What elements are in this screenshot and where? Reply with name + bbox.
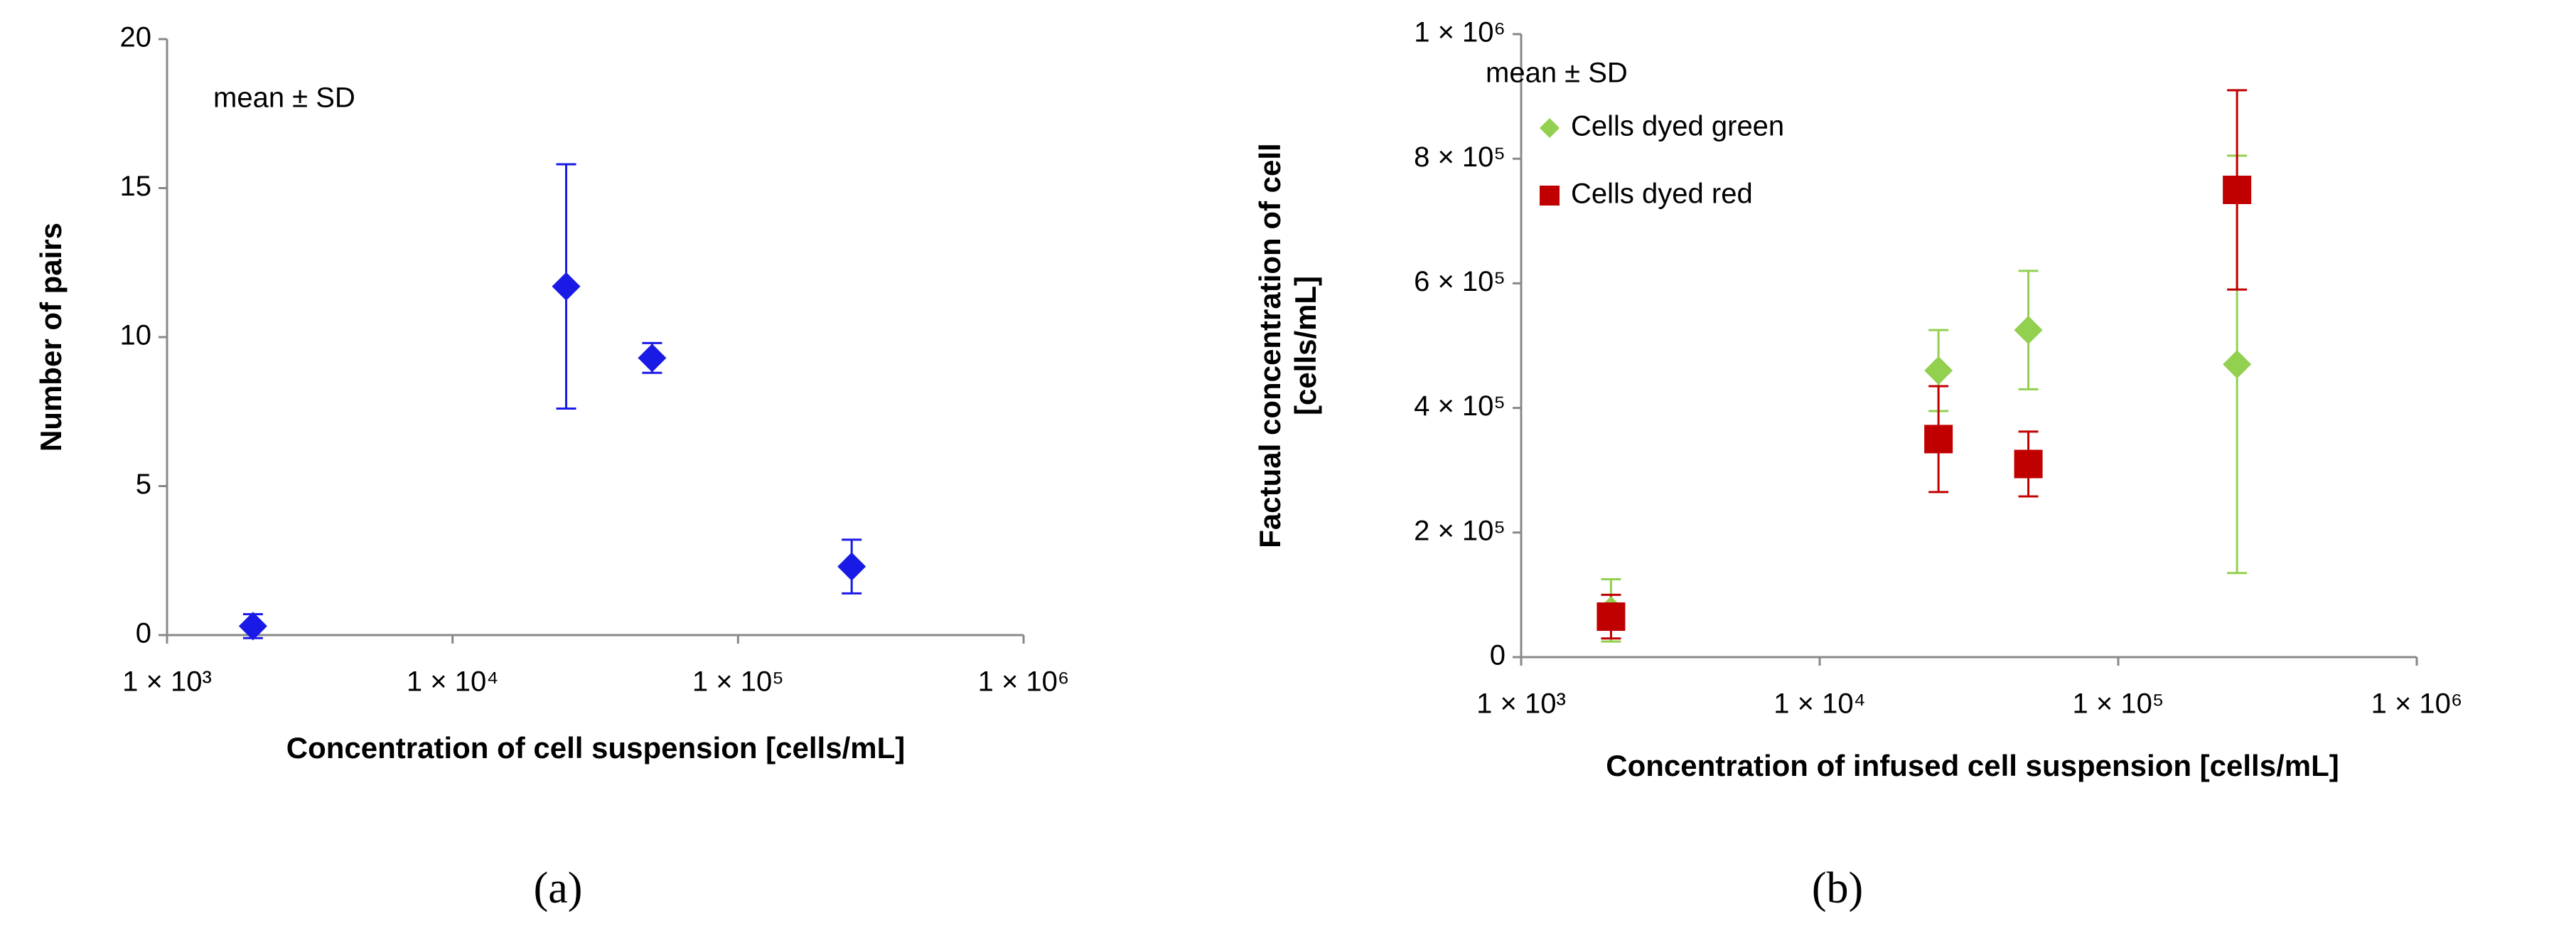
legend-label: Cells dyed green bbox=[1571, 111, 1784, 142]
y-tick-label: 1 × 10⁶ bbox=[1414, 17, 1506, 48]
legend-marker bbox=[1540, 118, 1560, 138]
data-point bbox=[2014, 316, 2043, 345]
data-point bbox=[1924, 425, 1953, 454]
data-point bbox=[638, 343, 667, 373]
legend-marker bbox=[1540, 186, 1560, 206]
x-tick-label: 1 × 10⁵ bbox=[692, 666, 784, 698]
x-tick-label: 1 × 10⁴ bbox=[1773, 688, 1866, 720]
data-point bbox=[2223, 350, 2252, 379]
data-point bbox=[1924, 356, 1953, 385]
x-tick-label: 1 × 10⁶ bbox=[2371, 688, 2463, 720]
x-tick-label: 1 × 10⁴ bbox=[407, 666, 499, 698]
data-point bbox=[238, 612, 267, 641]
x-tick-label: 1 × 10⁵ bbox=[2073, 688, 2164, 720]
y-tick-label: 8 × 10⁵ bbox=[1414, 142, 1506, 173]
y-tick-label: 15 bbox=[120, 171, 152, 202]
data-point bbox=[2223, 176, 2252, 204]
x-axis-title: Concentration of cell suspension [cells/… bbox=[286, 731, 905, 765]
y-tick-label: 20 bbox=[120, 22, 152, 53]
annotation: mean ± SD bbox=[1486, 58, 1628, 89]
y-tick-label: 5 bbox=[136, 469, 151, 500]
y-axis-title: Number of pairs bbox=[34, 223, 68, 452]
data-point bbox=[837, 552, 866, 581]
x-tick-label: 1 × 10³ bbox=[122, 666, 212, 698]
x-axis-title: Concentration of infused cell suspension… bbox=[1606, 749, 2339, 782]
data-point bbox=[552, 272, 581, 301]
y-tick-label: 0 bbox=[1490, 640, 1506, 671]
y-axis-title: [cells/mL] bbox=[1289, 276, 1322, 415]
y-tick-label: 0 bbox=[136, 618, 151, 649]
y-tick-label: 4 × 10⁵ bbox=[1414, 390, 1506, 422]
panel-label: (a) bbox=[534, 864, 583, 912]
y-tick-label: 2 × 10⁵ bbox=[1414, 515, 1506, 546]
legend-label: Cells dyed red bbox=[1571, 179, 1753, 210]
data-point bbox=[2014, 449, 2043, 479]
panel-label: (b) bbox=[1812, 864, 1863, 912]
y-tick-label: 10 bbox=[120, 320, 152, 351]
x-tick-label: 1 × 10³ bbox=[1476, 688, 1566, 720]
annotation: mean ± SD bbox=[213, 82, 355, 114]
data-point bbox=[1596, 602, 1626, 632]
y-tick-label: 6 × 10⁵ bbox=[1414, 266, 1506, 297]
y-axis-title: Factual concentration of cell bbox=[1253, 143, 1287, 548]
x-tick-label: 1 × 10⁶ bbox=[978, 666, 1070, 698]
